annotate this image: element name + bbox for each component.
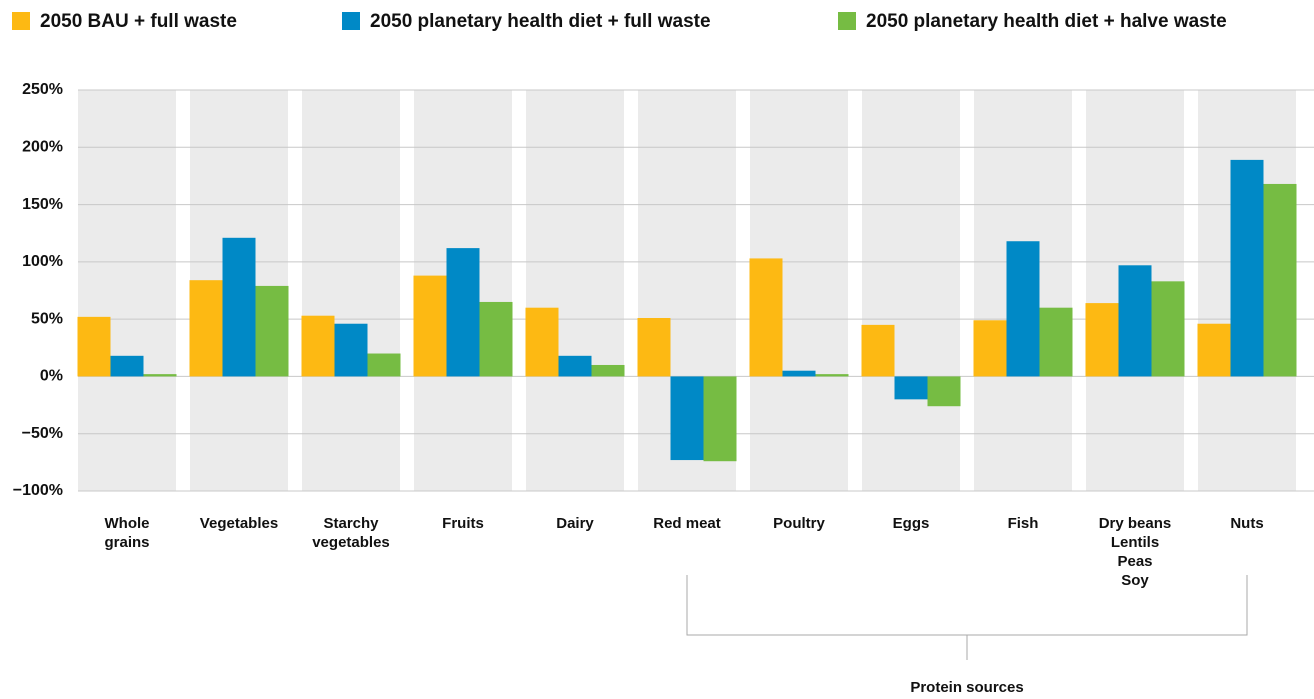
bar: [189, 280, 223, 377]
bar: [782, 370, 816, 377]
x-tick-label: Dairy: [556, 515, 594, 532]
bar: [222, 237, 256, 377]
x-tick-label: Eggs: [893, 515, 930, 532]
x-tick-line: Poultry: [773, 515, 825, 532]
x-tick-line: Dairy: [556, 515, 594, 532]
bar: [1006, 241, 1040, 377]
y-tick-label: 250%: [22, 81, 63, 98]
bar: [1263, 183, 1297, 377]
x-tick-line: Vegetables: [200, 515, 278, 532]
annotation: Protein sources: [910, 679, 1023, 696]
bar: [479, 301, 513, 377]
bar: [861, 324, 895, 377]
bar: [1118, 265, 1152, 377]
y-tick-label: −50%: [22, 425, 63, 442]
x-tick-line: Red meat: [653, 515, 721, 532]
x-tick-label: Poultry: [773, 515, 825, 532]
y-tick-label: 150%: [22, 196, 63, 213]
category-band: [526, 90, 624, 491]
x-tick-line: Nuts: [1230, 515, 1263, 532]
bar: [973, 320, 1007, 377]
category-band: [78, 90, 176, 491]
y-tick-label: −100%: [13, 482, 63, 499]
x-tick-label: Whole grains: [104, 515, 149, 551]
bar: [525, 307, 559, 377]
x-tick-label: Red meat: [653, 515, 721, 532]
bar: [637, 317, 671, 377]
x-tick-line: Eggs: [893, 515, 930, 532]
bar: [255, 285, 289, 377]
y-tick-label: 100%: [22, 253, 63, 270]
x-tick-label: Fish: [1008, 515, 1039, 532]
bar: [110, 355, 144, 377]
x-tick-line: Whole: [105, 515, 150, 532]
bar: [894, 376, 928, 400]
bar: [558, 355, 592, 377]
x-tick-line: vegetables: [312, 534, 390, 551]
bar: [1085, 303, 1119, 377]
x-tick-line: Lentils: [1111, 534, 1159, 551]
x-tick-label: Nuts: [1230, 515, 1263, 532]
bar: [670, 376, 704, 461]
bar: [815, 374, 849, 377]
x-tick-label: Dry beans Lentils Peas Soy: [1099, 515, 1172, 589]
legend-swatch: [12, 12, 30, 30]
legend-label: 2050 planetary health diet + full waste: [370, 11, 711, 32]
bracket: [686, 575, 1248, 660]
bar: [301, 315, 335, 377]
bar: [749, 258, 783, 377]
bar: [591, 364, 625, 377]
x-tick-line: Dry beans: [1099, 515, 1172, 532]
x-tick-label: Starchy vegetables: [312, 515, 390, 551]
bar: [1151, 281, 1185, 377]
x-tick-line: Fruits: [442, 515, 484, 532]
bar: [1230, 159, 1264, 377]
bar: [143, 374, 177, 377]
x-tick-line: Starchy: [323, 515, 379, 532]
category-band: [302, 90, 400, 491]
x-tick-label: Vegetables: [200, 515, 278, 532]
bar: [1039, 307, 1073, 377]
bar: [334, 323, 368, 377]
x-tick-line: Fish: [1008, 515, 1039, 532]
bar: [413, 275, 447, 377]
x-tick-line: Soy: [1121, 572, 1149, 589]
x-tick-line: grains: [104, 534, 149, 551]
bar: [446, 248, 480, 377]
y-tick-label: 50%: [31, 310, 63, 327]
y-tick-label: 200%: [22, 139, 63, 156]
bar: [1197, 323, 1231, 377]
legend-swatch: [342, 12, 360, 30]
legend-swatch: [838, 12, 856, 30]
y-tick-label: 0%: [40, 368, 63, 385]
bar: [927, 376, 961, 407]
bar: [367, 353, 401, 377]
legend-label: 2050 planetary health diet + halve waste: [866, 11, 1227, 32]
legend-label: 2050 BAU + full waste: [40, 11, 237, 32]
x-tick-line: Peas: [1117, 553, 1152, 570]
x-tick-label: Fruits: [442, 515, 484, 532]
category-band: [862, 90, 960, 491]
bar: [77, 316, 111, 377]
bar: [703, 376, 737, 462]
